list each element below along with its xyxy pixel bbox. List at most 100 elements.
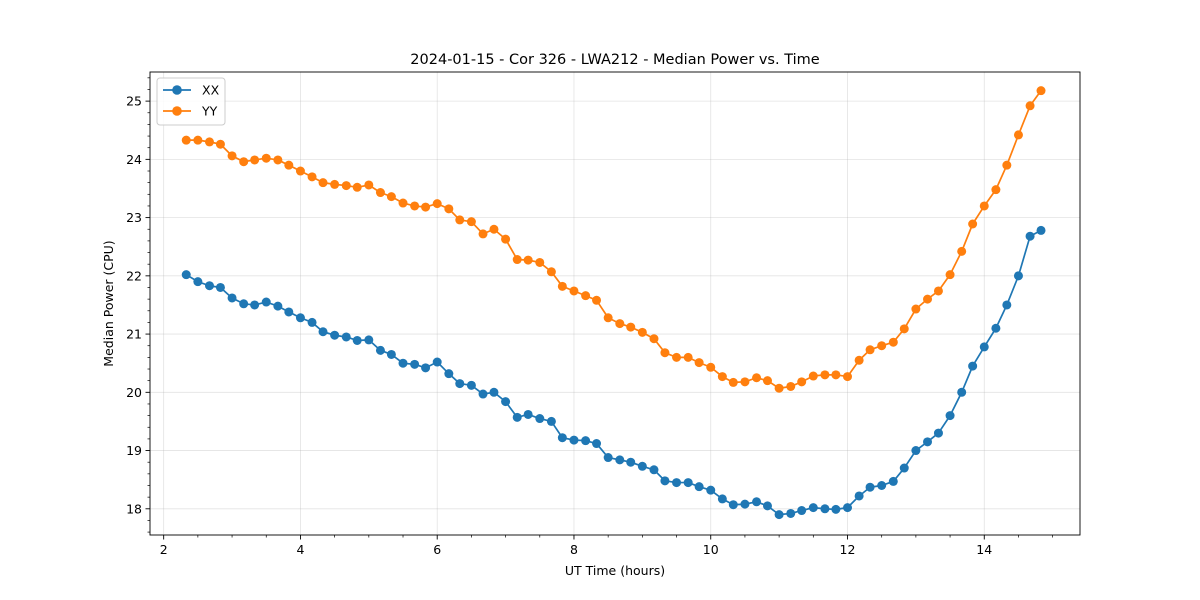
data-point-xx bbox=[581, 436, 591, 446]
data-point-xx bbox=[865, 482, 875, 492]
data-point-yy bbox=[489, 224, 499, 234]
data-point-xx bbox=[637, 461, 647, 471]
data-point-yy bbox=[557, 281, 567, 291]
data-point-xx bbox=[786, 508, 796, 518]
y-axis: 18 19 20 21 22 23 24 25 bbox=[126, 77, 150, 533]
data-point-xx bbox=[421, 363, 431, 373]
data-point-xx bbox=[364, 335, 374, 345]
data-point-yy bbox=[455, 215, 465, 225]
data-point-xx bbox=[398, 358, 408, 368]
data-point-xx bbox=[341, 332, 351, 342]
x-tick-label: 6 bbox=[433, 542, 441, 557]
data-point-xx bbox=[478, 389, 488, 399]
grid bbox=[150, 72, 1080, 535]
data-point-yy bbox=[478, 229, 488, 239]
data-point-xx bbox=[933, 428, 943, 438]
data-point-xx bbox=[626, 457, 636, 467]
data-point-xx bbox=[375, 345, 385, 355]
data-point-yy bbox=[523, 255, 533, 265]
x-tick-label: 8 bbox=[570, 542, 578, 557]
data-point-yy bbox=[273, 155, 283, 165]
data-point-yy bbox=[466, 217, 476, 227]
data-point-xx bbox=[239, 299, 249, 309]
data-point-yy bbox=[957, 246, 967, 256]
data-point-xx bbox=[410, 359, 420, 369]
legend: XX YY bbox=[156, 77, 226, 126]
data-point-yy bbox=[923, 294, 933, 304]
data-point-xx bbox=[923, 437, 933, 447]
data-point-xx bbox=[717, 494, 727, 504]
data-point-yy bbox=[888, 337, 898, 347]
data-point-yy bbox=[694, 358, 704, 368]
x-tick-label: 2 bbox=[160, 542, 168, 557]
data-point-xx bbox=[386, 349, 396, 359]
data-point-xx bbox=[193, 277, 203, 287]
data-point-xx bbox=[683, 478, 693, 488]
legend-marker-yy bbox=[172, 106, 182, 116]
data-point-xx bbox=[215, 282, 225, 292]
data-point-yy bbox=[330, 179, 340, 189]
data-point-xx bbox=[1002, 300, 1012, 310]
data-point-xx bbox=[706, 485, 716, 495]
data-point-yy bbox=[979, 201, 989, 211]
data-point-yy bbox=[899, 324, 909, 334]
data-point-xx bbox=[843, 503, 852, 513]
data-point-xx bbox=[740, 499, 750, 509]
data-point-xx bbox=[968, 361, 978, 371]
data-point-xx bbox=[649, 465, 659, 475]
data-point-xx bbox=[352, 335, 362, 345]
data-point-yy bbox=[945, 270, 955, 280]
y-tick-label: 22 bbox=[126, 268, 142, 283]
data-point-yy bbox=[444, 204, 454, 214]
data-point-yy bbox=[752, 373, 762, 383]
data-point-yy bbox=[774, 383, 784, 393]
data-point-yy bbox=[1036, 86, 1046, 96]
data-point-yy bbox=[375, 188, 385, 198]
series-line-xx bbox=[185, 229, 1042, 516]
data-point-yy bbox=[421, 202, 431, 212]
data-point-xx bbox=[557, 433, 567, 443]
y-tick-label: 21 bbox=[126, 327, 142, 342]
data-point-xx bbox=[204, 281, 214, 291]
data-point-yy bbox=[341, 181, 351, 191]
data-point-yy bbox=[295, 166, 305, 176]
data-point-xx bbox=[569, 435, 579, 445]
legend-label-xx: XX bbox=[202, 83, 220, 98]
data-point-xx bbox=[1036, 225, 1046, 235]
data-point-yy bbox=[706, 362, 716, 372]
data-point-xx bbox=[592, 439, 602, 449]
data-point-yy bbox=[1025, 101, 1035, 111]
data-point-xx bbox=[284, 307, 294, 317]
data-point-xx bbox=[752, 497, 762, 507]
data-point-yy bbox=[215, 139, 225, 149]
data-point-xx bbox=[774, 510, 784, 520]
data-point-yy bbox=[546, 267, 556, 277]
data-point-yy bbox=[728, 377, 738, 387]
data-point-xx bbox=[797, 506, 807, 516]
data-point-xx bbox=[501, 397, 511, 407]
data-point-xx bbox=[808, 503, 818, 513]
data-point-yy bbox=[843, 372, 852, 382]
data-point-yy bbox=[637, 327, 647, 337]
data-point-yy bbox=[649, 334, 659, 344]
data-point-yy bbox=[1002, 160, 1012, 170]
y-axis-label: Median Power (CPU) bbox=[101, 240, 116, 366]
data-point-yy bbox=[1013, 130, 1023, 140]
data-point-xx bbox=[466, 380, 476, 390]
data-point-yy bbox=[239, 157, 249, 167]
data-point-xx bbox=[523, 409, 533, 419]
data-point-yy bbox=[603, 313, 613, 323]
data-point-yy bbox=[261, 153, 271, 163]
data-point-xx bbox=[694, 482, 704, 492]
data-point-yy bbox=[284, 160, 294, 170]
data-point-yy bbox=[410, 201, 420, 211]
data-point-yy bbox=[991, 185, 1001, 195]
data-point-xx bbox=[888, 476, 898, 486]
data-point-xx bbox=[728, 500, 738, 510]
series-layer bbox=[181, 86, 1046, 520]
x-tick-label: 14 bbox=[976, 542, 992, 557]
data-point-xx bbox=[295, 313, 305, 323]
y-tick-label: 19 bbox=[126, 443, 142, 458]
data-point-xx bbox=[512, 412, 522, 422]
data-point-yy bbox=[318, 178, 328, 188]
